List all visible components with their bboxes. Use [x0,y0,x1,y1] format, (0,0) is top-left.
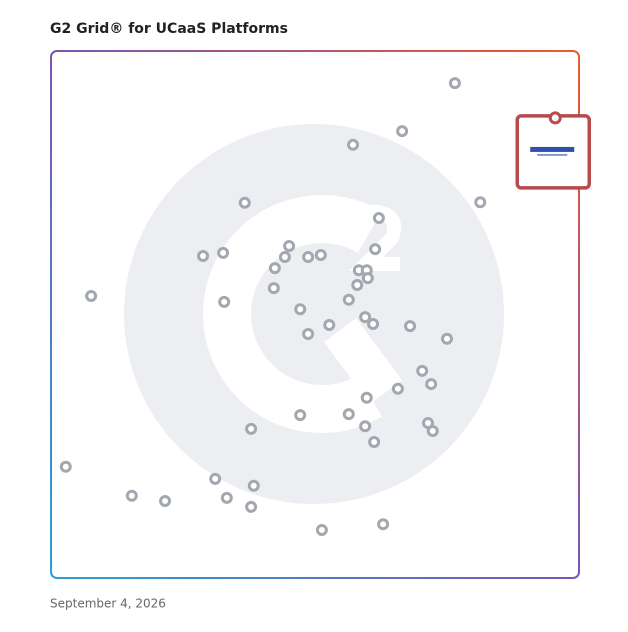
point [359,311,372,324]
point [425,378,438,391]
point [416,364,429,377]
point [372,212,385,225]
footnote: September 4, 2026 [50,597,166,611]
point [441,332,453,345]
point [268,262,281,275]
point [245,500,258,513]
point [361,272,374,285]
vendor-logo [537,153,568,156]
point [294,409,307,422]
point [368,436,381,449]
point [267,282,280,295]
point [302,327,315,340]
point [125,489,138,502]
point [351,278,364,291]
point [359,420,372,433]
point [278,251,291,264]
point [347,138,360,151]
point [377,518,390,531]
point [294,303,307,316]
point [396,125,409,138]
vendor-logo [530,146,575,152]
point [391,382,404,395]
point [367,317,380,330]
point [302,251,315,264]
points [59,77,591,537]
point [474,196,487,209]
point [218,295,231,308]
point [283,239,296,252]
point [315,524,328,537]
point [404,320,417,333]
point [238,196,251,209]
chart-title: G2 Grid® for UCaaS Platforms [50,21,288,37]
point [159,495,172,508]
point [548,111,562,125]
point [323,319,336,332]
point [448,77,461,90]
point [220,491,233,504]
point [245,422,258,435]
point [342,408,355,421]
point [85,290,98,303]
point [209,472,222,485]
point [314,248,327,261]
watermark [124,124,504,504]
point [369,243,382,256]
point [247,479,260,492]
point [360,391,373,404]
point [342,293,355,306]
point [59,460,72,473]
point [197,250,210,263]
point [426,424,439,437]
point [217,246,230,259]
